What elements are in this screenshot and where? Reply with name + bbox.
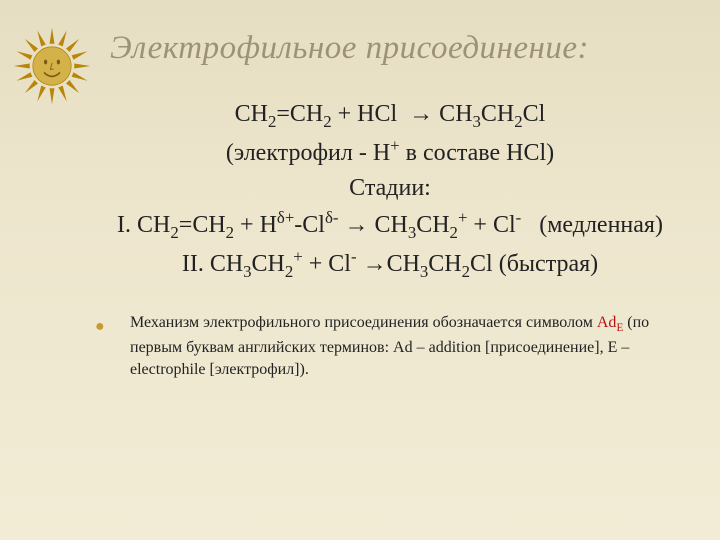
bullet-icon: ● [95, 316, 105, 338]
equations-block: CH2=CH2 + HCl → CH3CH2Cl (электрофил - H… [110, 97, 670, 284]
ad-e-symbol: AdE [597, 314, 623, 331]
page-title: Электрофильное присоединение: [110, 30, 670, 67]
equation-main: CH2=CH2 + HCl → CH3CH2Cl [110, 97, 670, 134]
sun-icon [12, 26, 92, 106]
stage-1: I. CH2=CH2 + Hδ+-Clδ- → CH3CH2+ + Cl- (м… [110, 206, 670, 245]
stage-2: II. CH3CH2+ + Cl- →CH3CH2Cl (быстрая) [110, 245, 670, 284]
footnote: ● Механизм электрофильного присоединения… [110, 312, 670, 382]
stages-label: Стадии: [110, 171, 670, 206]
note-text-before: Механизм электрофильного присоединения о… [130, 314, 597, 331]
equation-subnote: (электрофил - H+ в составе HCl) [110, 134, 670, 171]
slide: Электрофильное присоединение: CH2=CH2 + … [0, 0, 720, 540]
